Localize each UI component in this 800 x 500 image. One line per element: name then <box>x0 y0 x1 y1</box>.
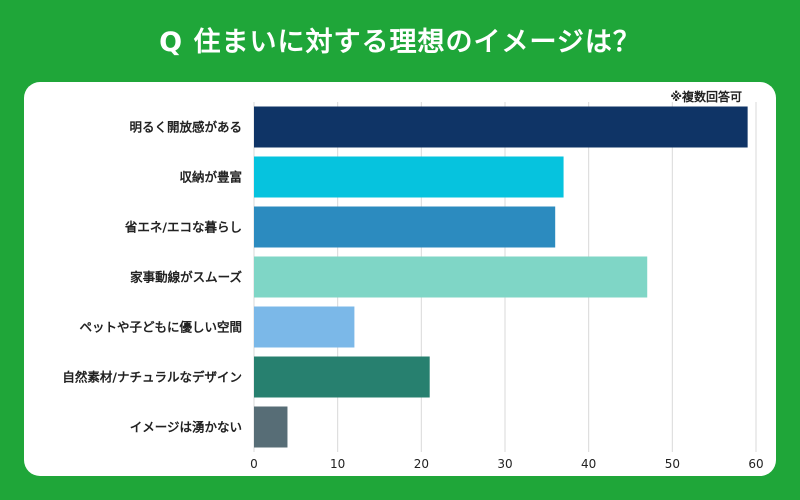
category-label: 省エネ/エコな暮らし <box>124 220 242 235</box>
x-tick-label: 50 <box>665 457 680 471</box>
category-label: 自然素材/ナチュラルなデザイン <box>62 370 242 385</box>
x-tick-label: 60 <box>748 457 763 471</box>
multiple-answers-note: ※複数回答可 <box>670 90 742 104</box>
bar-4 <box>254 306 355 348</box>
category-label: ペットや子どもに優しい空間 <box>79 320 242 335</box>
x-tick-label: 30 <box>497 457 512 471</box>
bar-3 <box>254 256 648 298</box>
chart-title: Q 住まいに対する理想のイメージは？ <box>159 27 641 58</box>
category-label: 収納が豊富 <box>179 170 242 185</box>
bar-0 <box>254 106 748 148</box>
bar-chart: 明るく開放感がある収納が豊富省エネ/エコな暮らし家事動線がスムーズペットや子ども… <box>62 102 764 471</box>
category-label: 明るく開放感がある <box>129 120 242 135</box>
x-tick-label: 10 <box>330 457 345 471</box>
bar-1 <box>254 156 564 198</box>
bar-2 <box>254 206 556 248</box>
x-tick-label: 40 <box>581 457 596 471</box>
category-label: 家事動線がスムーズ <box>130 270 242 285</box>
category-label: イメージは湧かない <box>130 420 242 435</box>
bar-5 <box>254 356 430 398</box>
x-tick-label: 0 <box>250 457 258 471</box>
chart-panel: ※複数回答可 明るく開放感がある収納が豊富省エネ/エコな暮らし 家事動線がスムーズ… <box>24 82 776 476</box>
x-tick-label: 20 <box>414 457 429 471</box>
bar-6 <box>254 406 288 448</box>
